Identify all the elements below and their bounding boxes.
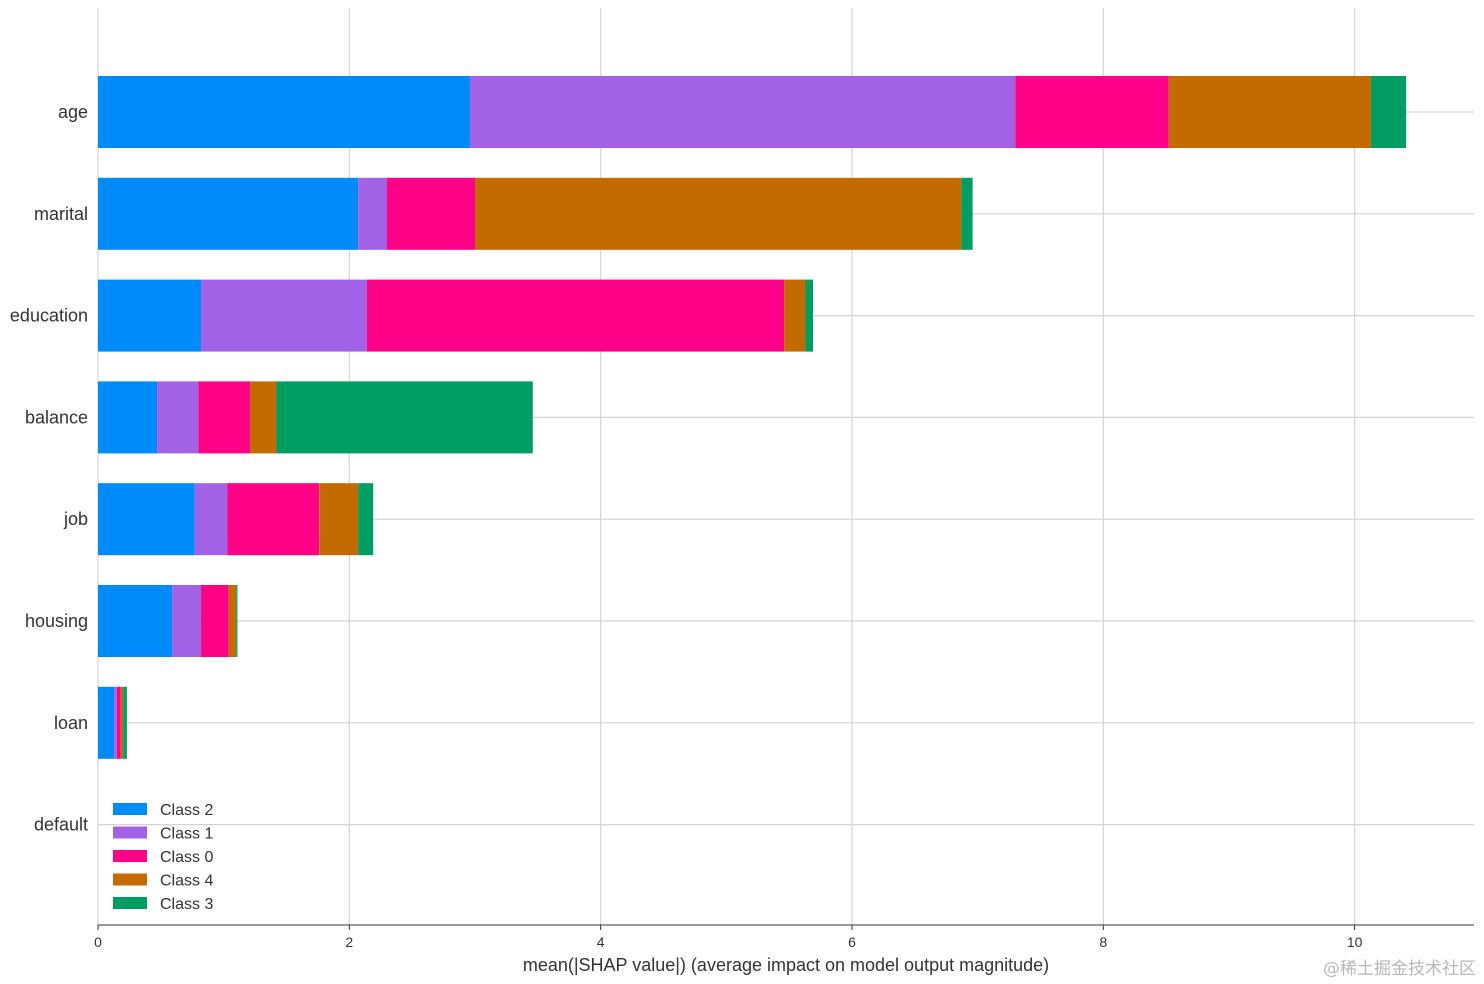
category-labels: age marital education balance job housing loan… [10, 102, 88, 835]
category-label-loan: loan [54, 713, 88, 733]
watermark-text: @稀土掘金技术社区 [1323, 959, 1476, 979]
bar-housing-class-0 [201, 585, 229, 657]
bar-layer [98, 76, 1407, 759]
bar-education-class-2 [98, 279, 202, 352]
bar-balance-class-2 [98, 381, 158, 454]
x-tick-label-6: 6 [848, 934, 856, 950]
x-tick-label-2: 2 [345, 934, 353, 950]
bar-job-class-4 [319, 483, 359, 556]
category-label-job: job [63, 509, 88, 529]
bar-housing-class-1 [172, 585, 202, 657]
legend-swatch-class-3 [113, 897, 147, 909]
bar-marital-class-3 [961, 177, 973, 250]
category-label-default: default [34, 815, 88, 835]
bar-marital-class-0 [387, 177, 475, 250]
legend-swatch-class-1 [113, 826, 147, 839]
bar-age-class-3 [1370, 76, 1407, 148]
x-axis-ticks: 0 2 4 6 8 10 [94, 925, 1363, 950]
category-label-age: age [58, 102, 88, 122]
bar-job-class-1 [194, 483, 228, 556]
bar-marital-class-4 [474, 177, 962, 250]
legend-label-class-1: Class 1 [160, 826, 213, 843]
bar-housing-class-4 [228, 585, 237, 657]
bar-age-class-0 [1015, 76, 1169, 148]
bar-age-class-4 [1168, 76, 1371, 148]
bar-marital-class-2 [98, 177, 359, 250]
bar-job-class-0 [227, 483, 320, 556]
legend-label-class-2: Class 2 [160, 802, 213, 819]
bar-education-class-0 [366, 279, 785, 352]
category-label-housing: housing [25, 611, 88, 631]
bar-marital-class-1 [358, 177, 388, 250]
category-label-education: education [10, 306, 88, 326]
bar-balance-class-3 [276, 381, 533, 454]
legend-swatch-class-0 [113, 850, 147, 862]
x-tick-label-4: 4 [597, 934, 605, 950]
bar-balance-class-1 [157, 381, 199, 454]
bar-loan-class-0 [116, 686, 121, 759]
bar-housing-class-2 [98, 585, 173, 657]
bar-loan-class-3 [123, 686, 127, 759]
x-tick-label-0: 0 [94, 934, 102, 950]
bar-education-class-1 [201, 279, 367, 352]
x-tick-label-10: 10 [1347, 934, 1363, 950]
bar-education-class-3 [805, 279, 814, 352]
category-label-marital: marital [34, 204, 88, 224]
bar-education-class-4 [784, 279, 806, 352]
bar-loan-class-2 [98, 686, 115, 759]
category-label-balance: balance [25, 407, 88, 427]
bar-job-class-2 [98, 483, 195, 556]
legend-swatch-class-4 [113, 873, 147, 886]
legend-label-class-3: Class 3 [160, 896, 213, 913]
bar-loan-class-1 [114, 686, 117, 759]
legend: Class 2 Class 1 Class 0 Class 4 Class 3 [113, 802, 213, 913]
bar-age-class-2 [98, 76, 470, 148]
bar-loan-class-4 [120, 686, 124, 759]
bar-age-class-1 [469, 76, 1016, 148]
bar-balance-class-0 [198, 381, 251, 454]
bar-job-class-3 [358, 483, 374, 556]
legend-swatch-class-2 [113, 803, 147, 815]
legend-label-class-4: Class 4 [160, 873, 213, 890]
legend-label-class-0: Class 0 [160, 849, 213, 866]
bar-housing-class-3 [236, 585, 238, 657]
x-axis-title: mean(|SHAP value|) (average impact on mo… [523, 955, 1049, 975]
bar-balance-class-4 [250, 381, 277, 454]
x-tick-label-8: 8 [1099, 934, 1107, 950]
